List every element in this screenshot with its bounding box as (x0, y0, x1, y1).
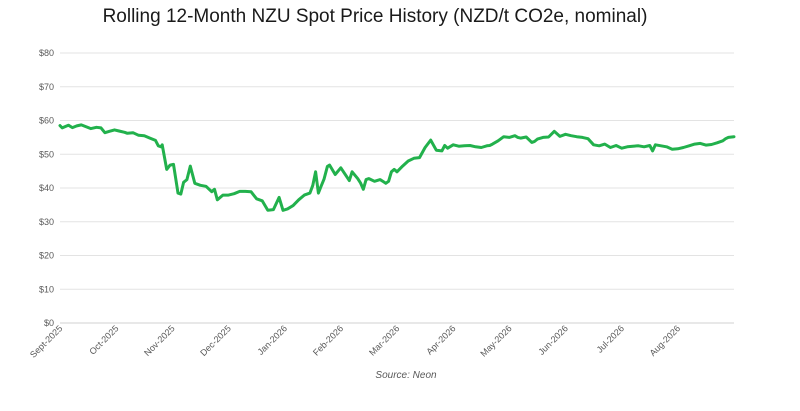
x-tick-label: Sept-2025 (28, 323, 64, 359)
y-tick-label: $70 (39, 82, 54, 92)
x-tick-label: Jul-2026 (595, 323, 626, 354)
y-tick-label: $80 (39, 48, 54, 58)
y-tick-label: $10 (39, 284, 54, 294)
x-tick-label: Aug-2026 (648, 323, 683, 358)
y-tick-label: $0 (44, 318, 54, 328)
chart-title: Rolling 12-Month NZU Spot Price History … (102, 6, 648, 27)
chart-source: Source: Neon (375, 370, 437, 381)
y-tick-label: $40 (39, 183, 54, 193)
x-tick-label: Jun-2026 (536, 323, 570, 357)
x-tick-label: May-2026 (478, 323, 513, 358)
gridlines (60, 52, 734, 290)
x-tick-label: Mar-2026 (367, 323, 401, 357)
x-axis-labels: Sept-2025 Oct-2025 Nov-2025 Dec-2025 Jan-202… (28, 323, 682, 359)
price-series-line (58, 123, 736, 212)
y-tick-label: $30 (39, 217, 54, 227)
x-tick-label: Oct-2025 (87, 323, 120, 356)
y-axis-labels: $0 $10 $20 $30 $40 $50 $60 $70 $80 (39, 48, 54, 328)
y-tick-label: $60 (39, 116, 54, 126)
x-tick-label: Jan-2026 (255, 323, 289, 357)
x-tick-label: Feb-2026 (311, 323, 345, 357)
y-tick-label: $50 (39, 149, 54, 159)
x-tick-label: Dec-2025 (198, 323, 233, 358)
y-tick-label: $20 (39, 251, 54, 261)
x-tick-label: Nov-2025 (142, 323, 177, 358)
x-tick-label: Apr-2026 (424, 323, 457, 356)
